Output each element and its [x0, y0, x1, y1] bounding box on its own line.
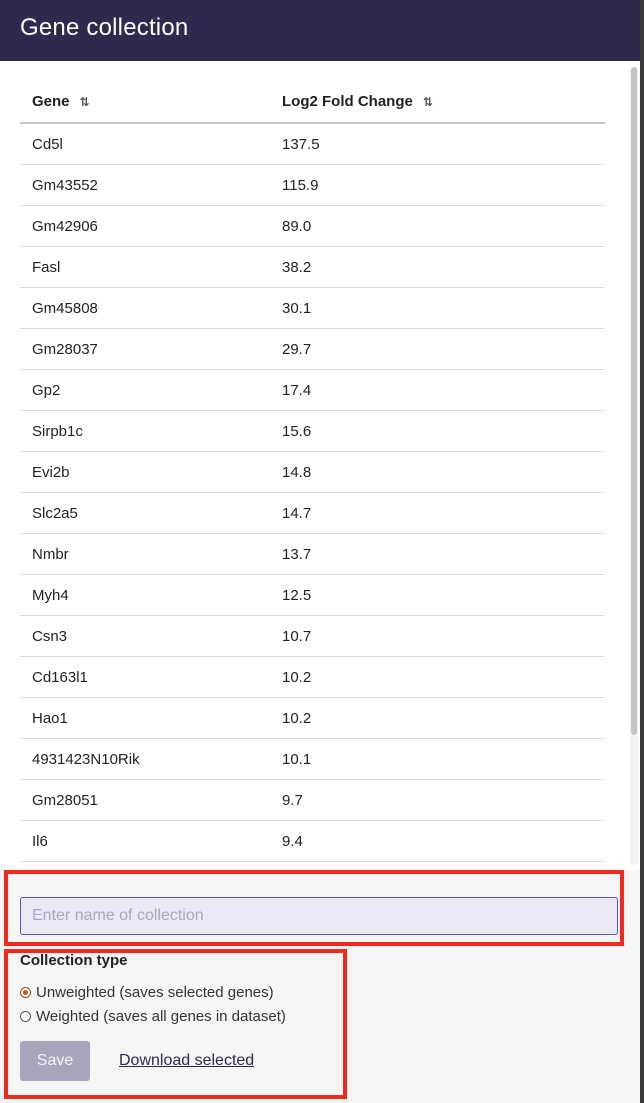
table-row[interactable]: Il6 9.4 — [20, 820, 605, 862]
fold-change-cell: 137.5 — [270, 123, 605, 165]
download-selected-link[interactable]: Download selected — [119, 1052, 255, 1069]
gene-cell: Gm45808 — [20, 287, 270, 329]
table-row[interactable]: Fasl 38.2 — [20, 246, 605, 288]
gene-cell: Gm28051 — [20, 779, 270, 821]
table-row[interactable]: Gm28051 9.7 — [20, 779, 605, 821]
fold-change-cell: 14.7 — [270, 492, 605, 534]
save-button[interactable]: Save — [20, 1041, 90, 1081]
table-row[interactable]: Nmbr 13.7 — [20, 533, 605, 575]
table-row[interactable]: Evi2b 14.8 — [20, 451, 605, 493]
gene-cell: Fasl — [20, 246, 270, 288]
table-row[interactable]: Gm42906 89.0 — [20, 205, 605, 247]
table-row[interactable]: Gm28037 29.7 — [20, 328, 605, 370]
table-row[interactable]: 4931423N10Rik 10.1 — [20, 738, 605, 780]
fold-change-cell: 17.4 — [270, 369, 605, 411]
gene-cell: Nmbr — [20, 533, 270, 575]
fold-change-header-label: Log2 Fold Change — [282, 93, 413, 110]
gene-cell: 4931423N10Rik — [20, 738, 270, 780]
gene-table: Gene ⇅ Log2 Fold Change ⇅ Cd5l 137.5 Gm43552… — [20, 81, 605, 870]
scrollbar-thumb[interactable] — [631, 67, 637, 735]
fold-change-cell: 13.7 — [270, 533, 605, 575]
gene-table-body: Cd5l 137.5 Gm43552 115.9 Gm42906 89.0 Fasl 38.2… — [20, 123, 605, 870]
background-strip — [640, 0, 644, 1103]
table-row[interactable]: Gm45808 30.1 — [20, 287, 605, 329]
table-row[interactable]: Cd163l1 10.2 — [20, 656, 605, 698]
sort-icon[interactable]: ⇅ — [422, 95, 433, 110]
fold-change-cell: 30.1 — [270, 287, 605, 329]
fold-change-cell: 12.5 — [270, 574, 605, 616]
table-row[interactable]: Gp2 17.4 — [20, 369, 605, 411]
table-row[interactable]: Mmp129.1 — [20, 861, 605, 870]
gene-cell: Csn3 — [20, 615, 270, 657]
gene-column-header[interactable]: Gene ⇅ — [20, 81, 270, 124]
gene-cell: Evi2b — [20, 451, 270, 493]
fold-change-cell: 15.6 — [270, 410, 605, 452]
table-row[interactable]: Gm43552 115.9 — [20, 164, 605, 206]
fold-change-cell: 10.2 — [270, 697, 605, 739]
fold-change-cell: 9.7 — [270, 779, 605, 821]
gene-cell: Cd163l1 — [20, 656, 270, 698]
gene-cell: Gm43552 — [20, 164, 270, 206]
fold-change-cell: 89.0 — [270, 205, 605, 247]
unweighted-label: Unweighted (saves selected genes) — [36, 984, 274, 1001]
fold-change-cell: 9.1 — [270, 861, 605, 870]
fold-change-cell: 14.8 — [270, 451, 605, 493]
weighted-label: Weighted (saves all genes in dataset) — [36, 1008, 286, 1025]
table-row[interactable]: Cd5l 137.5 — [20, 123, 605, 165]
table-row[interactable]: Sirpb1c 15.6 — [20, 410, 605, 452]
gene-table-scroll-area[interactable]: Gene ⇅ Log2 Fold Change ⇅ Cd5l 137.5 Gm43552… — [0, 61, 640, 870]
gene-cell: Cd5l — [20, 123, 270, 165]
fold-change-cell: 29.7 — [270, 328, 605, 370]
gene-cell: Myh4 — [20, 574, 270, 616]
fold-change-cell: 115.9 — [270, 164, 605, 206]
unweighted-option[interactable]: Unweighted (saves selected genes) — [20, 984, 274, 1001]
table-row[interactable]: Hao1 10.2 — [20, 697, 605, 739]
sort-icon[interactable]: ⇅ — [79, 95, 90, 110]
table-row[interactable]: Csn3 10.7 — [20, 615, 605, 657]
weighted-radio[interactable] — [20, 1011, 31, 1022]
gene-cell: Il6 — [20, 820, 270, 862]
table-scrollbar[interactable] — [630, 67, 638, 865]
fold-change-cell: 10.1 — [270, 738, 605, 780]
dialog-header: Gene collection — [0, 0, 640, 61]
gene-cell: Gp2 — [20, 369, 270, 411]
gene-cell: Sirpb1c — [20, 410, 270, 452]
fold-change-column-header[interactable]: Log2 Fold Change ⇅ — [270, 81, 605, 124]
fold-change-cell: 10.2 — [270, 656, 605, 698]
weighted-option[interactable]: Weighted (saves all genes in dataset) — [20, 1008, 286, 1025]
collection-form: Collection type Unweighted (saves select… — [0, 870, 640, 1103]
gene-cell: Mmp12 — [20, 861, 270, 870]
unweighted-radio[interactable] — [20, 987, 31, 998]
dialog-title: Gene collection — [20, 14, 189, 41]
table-row[interactable]: Slc2a5 14.7 — [20, 492, 605, 534]
gene-header-label: Gene — [32, 93, 70, 110]
table-header-row: Gene ⇅ Log2 Fold Change ⇅ — [20, 81, 605, 124]
gene-cell: Gm28037 — [20, 328, 270, 370]
fold-change-cell: 10.7 — [270, 615, 605, 657]
collection-name-input[interactable] — [20, 897, 618, 935]
collection-type-label: Collection type — [20, 952, 128, 969]
table-row[interactable]: Myh4 12.5 — [20, 574, 605, 616]
fold-change-cell: 38.2 — [270, 246, 605, 288]
gene-cell: Gm42906 — [20, 205, 270, 247]
fold-change-cell: 9.4 — [270, 820, 605, 862]
gene-cell: Slc2a5 — [20, 492, 270, 534]
gene-cell: Hao1 — [20, 697, 270, 739]
